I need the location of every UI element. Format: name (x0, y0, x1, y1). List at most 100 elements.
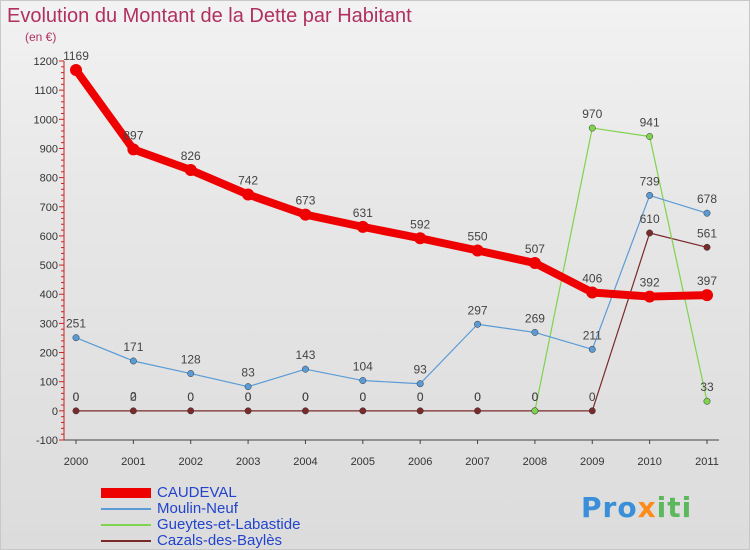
data-point (646, 133, 654, 140)
data-point (359, 407, 367, 415)
y-tick-label: 900 (40, 143, 58, 155)
data-label: 2 (130, 389, 137, 403)
data-label: 93 (414, 363, 428, 377)
unit-label: (en €) (25, 30, 57, 44)
data-point (359, 377, 367, 384)
data-labels: 1169 897 826 742 673 631 592 550 507 406 392 397 251… (63, 49, 717, 404)
x-tick-label: 2005 (351, 456, 375, 468)
data-label: 941 (640, 116, 660, 130)
data-label: 0 (417, 390, 424, 404)
data-label: 0 (187, 390, 194, 404)
axes: -100010020030040050060070080090010001100… (34, 56, 719, 468)
data-point (646, 191, 654, 199)
data-point (416, 380, 424, 388)
chart-title: Evolution du Montant de la Dette par Hab… (7, 5, 412, 27)
y-tick-label: -100 (36, 435, 58, 447)
data-label: 0 (474, 390, 481, 404)
data-point (703, 397, 711, 405)
data-point (244, 383, 252, 391)
y-tick-label: 1000 (34, 114, 58, 126)
data-label: 550 (468, 230, 488, 244)
data-label: 0 (245, 390, 252, 404)
data-label: 739 (640, 174, 660, 188)
data-label: 826 (181, 149, 201, 163)
data-label: 897 (123, 128, 143, 142)
x-tick-label: 2003 (236, 456, 260, 468)
legend: CAUDEVAL Moulin-Neuf Gueytes-et-Labastide C… (101, 485, 300, 549)
y-tick-label: 600 (40, 231, 58, 243)
logo-part-3: iti (656, 491, 693, 524)
data-point (416, 407, 424, 415)
legend-swatch (101, 540, 151, 542)
data-point (528, 257, 541, 270)
series-line (72, 66, 711, 301)
legend-swatch (101, 488, 151, 498)
data-label: 673 (295, 194, 315, 208)
data-point (242, 188, 255, 201)
y-tick-label: 1200 (34, 56, 58, 68)
data-label: 297 (468, 303, 488, 317)
data-point (302, 365, 309, 373)
data-label: 0 (187, 390, 194, 404)
data-label: 0 (359, 390, 366, 404)
data-label: 83 (241, 366, 255, 380)
data-label: 0 (73, 390, 80, 404)
legend-item: Cazals-des-Baylès (101, 533, 300, 549)
data-label: 128 (181, 353, 201, 367)
data-label: 0 (245, 390, 252, 404)
data-point (646, 229, 654, 237)
data-label: 0 (474, 390, 481, 404)
data-point (129, 357, 137, 365)
data-label: 406 (582, 271, 602, 285)
legend-label: Moulin-Neuf (157, 500, 238, 517)
legend-swatch (101, 524, 151, 526)
legend-label: Gueytes-et-Labastide (157, 516, 301, 533)
data-label: 507 (525, 242, 545, 256)
y-tick-label: 0 (52, 406, 58, 418)
x-tick-label: 2002 (178, 456, 202, 468)
data-label: 561 (697, 226, 717, 240)
data-label: 143 (295, 348, 315, 362)
data-label: 0 (130, 390, 137, 404)
series-line (75, 194, 708, 388)
data-point (471, 244, 484, 257)
data-label: 104 (353, 360, 373, 374)
data-point (531, 328, 539, 336)
data-label: 392 (640, 276, 660, 290)
series-line (534, 127, 708, 412)
x-tick-label: 2011 (695, 456, 719, 468)
data-point (127, 143, 140, 156)
data-point (703, 243, 711, 251)
legend-item: CAUDEVAL (101, 485, 300, 501)
data-point (701, 289, 713, 302)
data-point (302, 407, 309, 415)
x-tick-label: 2000 (64, 456, 88, 468)
legend-label: Cazals-des-Baylès (157, 532, 283, 549)
data-label: 970 (582, 107, 602, 121)
data-label: 0 (417, 390, 424, 404)
data-point (72, 334, 80, 342)
legend-item: Moulin-Neuf (101, 501, 300, 517)
data-point (588, 345, 596, 353)
data-point (356, 220, 369, 233)
data-label: 0 (532, 390, 539, 404)
proxiti-logo: Proxiti (581, 491, 692, 524)
x-tick-label: 2008 (523, 456, 547, 468)
data-label: 211 (583, 328, 602, 342)
data-point (187, 370, 195, 377)
logo-part-2: x (637, 491, 657, 524)
data-point (129, 407, 137, 415)
data-point (187, 407, 195, 415)
data-point (643, 290, 656, 303)
data-label: 610 (640, 212, 660, 226)
data-point (474, 407, 481, 415)
data-label: 592 (410, 217, 430, 231)
legend-label: CAUDEVAL (157, 484, 237, 501)
data-point (586, 286, 599, 299)
y-tick-label: 500 (40, 260, 58, 272)
data-point (299, 208, 312, 221)
data-label: 0 (359, 390, 366, 404)
y-tick-label: 800 (40, 173, 58, 185)
